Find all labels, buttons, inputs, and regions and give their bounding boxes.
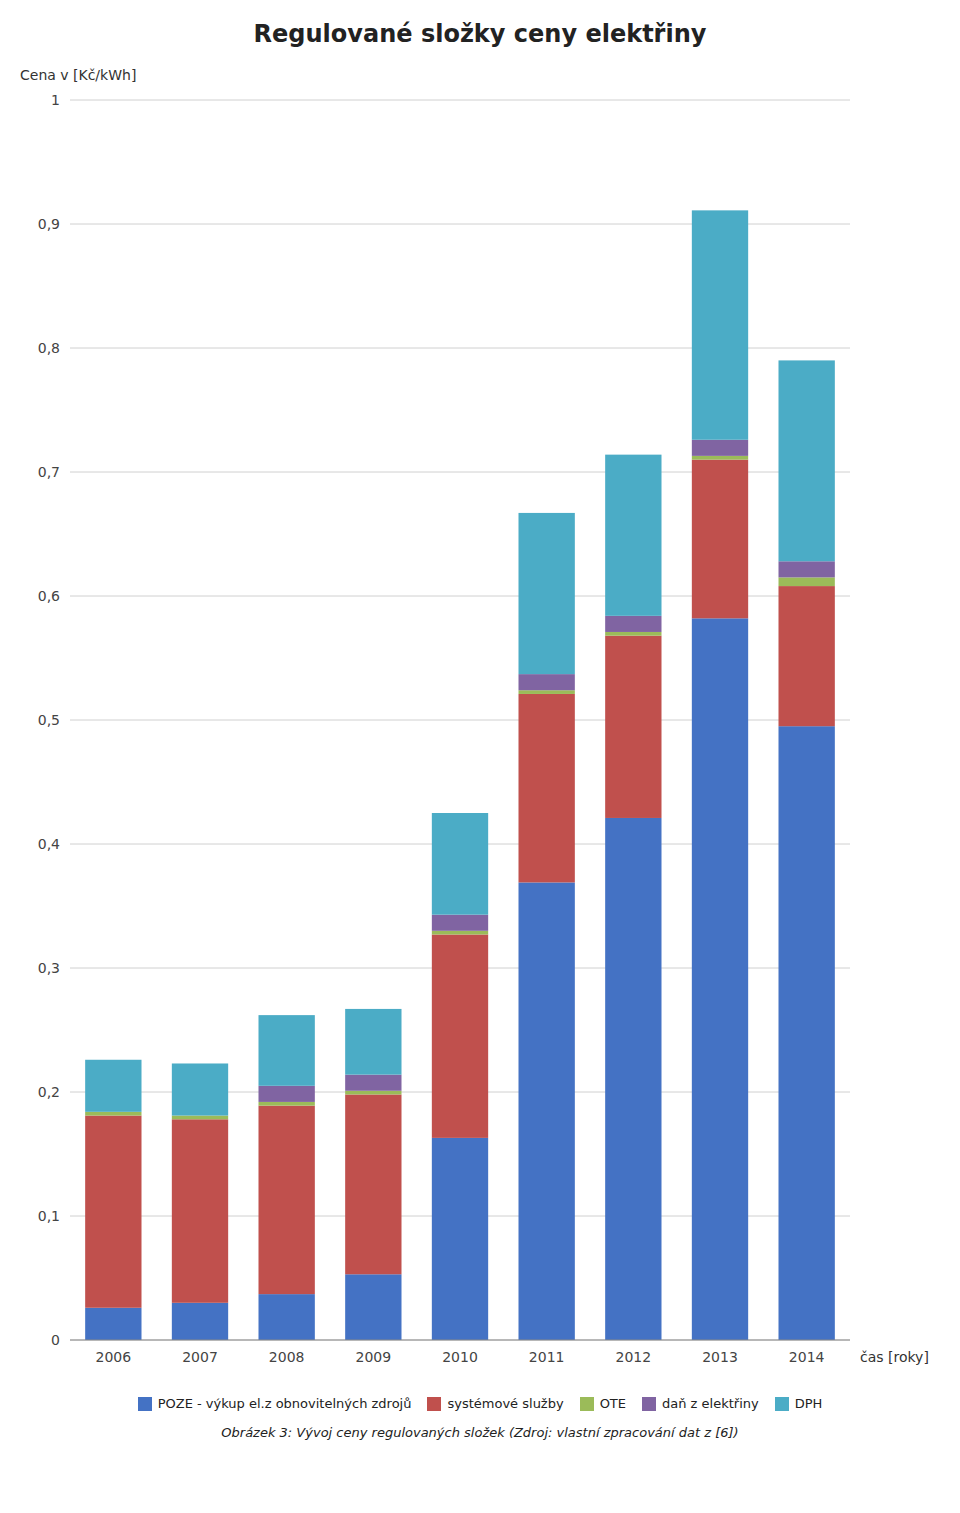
caption: Obrázek 3: Vývoj ceny regulovaných slože… bbox=[0, 1411, 960, 1450]
x-tick-label: 2011 bbox=[529, 1349, 565, 1365]
bar-segment bbox=[605, 636, 661, 818]
y-tick-label: 0,2 bbox=[38, 1084, 60, 1100]
bar-segment bbox=[259, 1294, 315, 1340]
legend-label: DPH bbox=[795, 1396, 823, 1411]
y-tick-label: 0,4 bbox=[38, 836, 60, 852]
bar-segment bbox=[345, 1009, 401, 1075]
y-axis: 0 0,1 0,2 0,3 0,4 0,5 0,6 0,7 0,8 0,9 1 bbox=[38, 92, 60, 1348]
bar-segment bbox=[85, 1308, 141, 1340]
series bbox=[85, 210, 835, 1115]
legend-item: daň z elektřiny bbox=[642, 1396, 759, 1411]
bar-segment bbox=[432, 915, 488, 931]
y-tick-label: 0,3 bbox=[38, 960, 60, 976]
bar-segment bbox=[605, 616, 661, 632]
bar-segment bbox=[779, 726, 835, 1340]
y-tick-label: 0 bbox=[51, 1332, 60, 1348]
x-tick-label: 2009 bbox=[356, 1349, 392, 1365]
bars bbox=[85, 210, 835, 1340]
y-tick-label: 0,9 bbox=[38, 216, 60, 232]
y-tick-label: 0,5 bbox=[38, 712, 60, 728]
y-tick-label: 0,8 bbox=[38, 340, 60, 356]
x-axis: 2006 2007 2008 2009 2010 2011 2012 2013 2014 bbox=[96, 1349, 825, 1365]
legend-swatch bbox=[138, 1397, 152, 1411]
legend-swatch bbox=[580, 1397, 594, 1411]
bar-segment bbox=[605, 455, 661, 616]
grid-line bbox=[70, 1340, 850, 1341]
bar-segment bbox=[432, 1138, 488, 1340]
x-tick-label: 2010 bbox=[442, 1349, 478, 1365]
bar-segment bbox=[259, 1086, 315, 1102]
title: Regulované složky ceny elektřiny bbox=[254, 20, 707, 48]
bar-segment bbox=[692, 460, 748, 619]
bar-segment bbox=[85, 1060, 141, 1112]
grid-line bbox=[70, 100, 850, 101]
legend-item: POZE - výkup el.z obnovitelných zdrojů bbox=[138, 1396, 412, 1411]
bar-segment bbox=[692, 618, 748, 1340]
bar-segment bbox=[172, 1303, 228, 1340]
series bbox=[85, 456, 835, 1119]
bar-segment bbox=[779, 586, 835, 726]
legend-swatch bbox=[427, 1397, 441, 1411]
legend-label: POZE - výkup el.z obnovitelných zdrojů bbox=[158, 1396, 412, 1411]
bar-segment bbox=[692, 440, 748, 456]
bar-segment bbox=[259, 1106, 315, 1294]
bar-segment bbox=[432, 813, 488, 915]
bar-segment bbox=[519, 513, 575, 674]
bar-segment bbox=[85, 1116, 141, 1308]
y-tick-label: 0,6 bbox=[38, 588, 60, 604]
bar-segment bbox=[692, 210, 748, 439]
legend-label: daň z elektřiny bbox=[662, 1396, 759, 1411]
series bbox=[259, 440, 835, 1102]
legend: POZE - výkup el.z obnovitelných zdrojů sy… bbox=[0, 1390, 960, 1411]
series bbox=[85, 618, 835, 1340]
x-tick-label: 2007 bbox=[182, 1349, 218, 1365]
bar-segment bbox=[519, 694, 575, 882]
bar-segment bbox=[779, 577, 835, 586]
bar-segment bbox=[432, 931, 488, 935]
legend-item: systémové služby bbox=[427, 1396, 563, 1411]
bar-segment bbox=[345, 1075, 401, 1091]
bar-segment bbox=[345, 1094, 401, 1274]
x-axis-line bbox=[70, 1340, 850, 1341]
y-axis-label: Cena v [Kč/kWh] bbox=[20, 67, 136, 83]
y-tick-label: 0,7 bbox=[38, 464, 60, 480]
legend-label: OTE bbox=[600, 1396, 626, 1411]
x-tick-label: 2014 bbox=[789, 1349, 825, 1365]
bar-segment bbox=[519, 674, 575, 690]
x-tick-label: 2013 bbox=[702, 1349, 738, 1365]
bar-segment bbox=[85, 1112, 141, 1116]
x-tick-label: 2008 bbox=[269, 1349, 305, 1365]
legend-label: systémové služby bbox=[447, 1396, 563, 1411]
series bbox=[85, 460, 835, 1308]
bar-segment bbox=[259, 1015, 315, 1086]
bar-segment bbox=[172, 1116, 228, 1120]
bar-segment bbox=[172, 1063, 228, 1115]
bar-segment bbox=[605, 818, 661, 1340]
bar-segment bbox=[345, 1274, 401, 1340]
bar-segment bbox=[259, 1102, 315, 1106]
y-tick-label: 1 bbox=[51, 92, 60, 108]
bar-segment bbox=[605, 632, 661, 636]
grid bbox=[70, 100, 850, 1340]
legend-item: DPH bbox=[775, 1396, 823, 1411]
chart: Regulované složky ceny elektřiny Cena v [… bbox=[0, 0, 960, 1390]
bar-segment bbox=[519, 882, 575, 1340]
legend-swatch bbox=[775, 1397, 789, 1411]
legend-item: OTE bbox=[580, 1396, 626, 1411]
bar-segment bbox=[345, 1091, 401, 1095]
bar-segment bbox=[692, 456, 748, 460]
bar-segment bbox=[779, 561, 835, 577]
legend-swatch bbox=[642, 1397, 656, 1411]
bar-segment bbox=[172, 1119, 228, 1303]
x-axis-label: čas [roky] bbox=[860, 1349, 929, 1365]
bar-segment bbox=[519, 690, 575, 694]
y-tick-label: 0,1 bbox=[38, 1208, 60, 1224]
x-tick-label: 2006 bbox=[96, 1349, 132, 1365]
x-tick-label: 2012 bbox=[616, 1349, 652, 1365]
bar-segment bbox=[432, 935, 488, 1138]
bar-segment bbox=[779, 360, 835, 561]
